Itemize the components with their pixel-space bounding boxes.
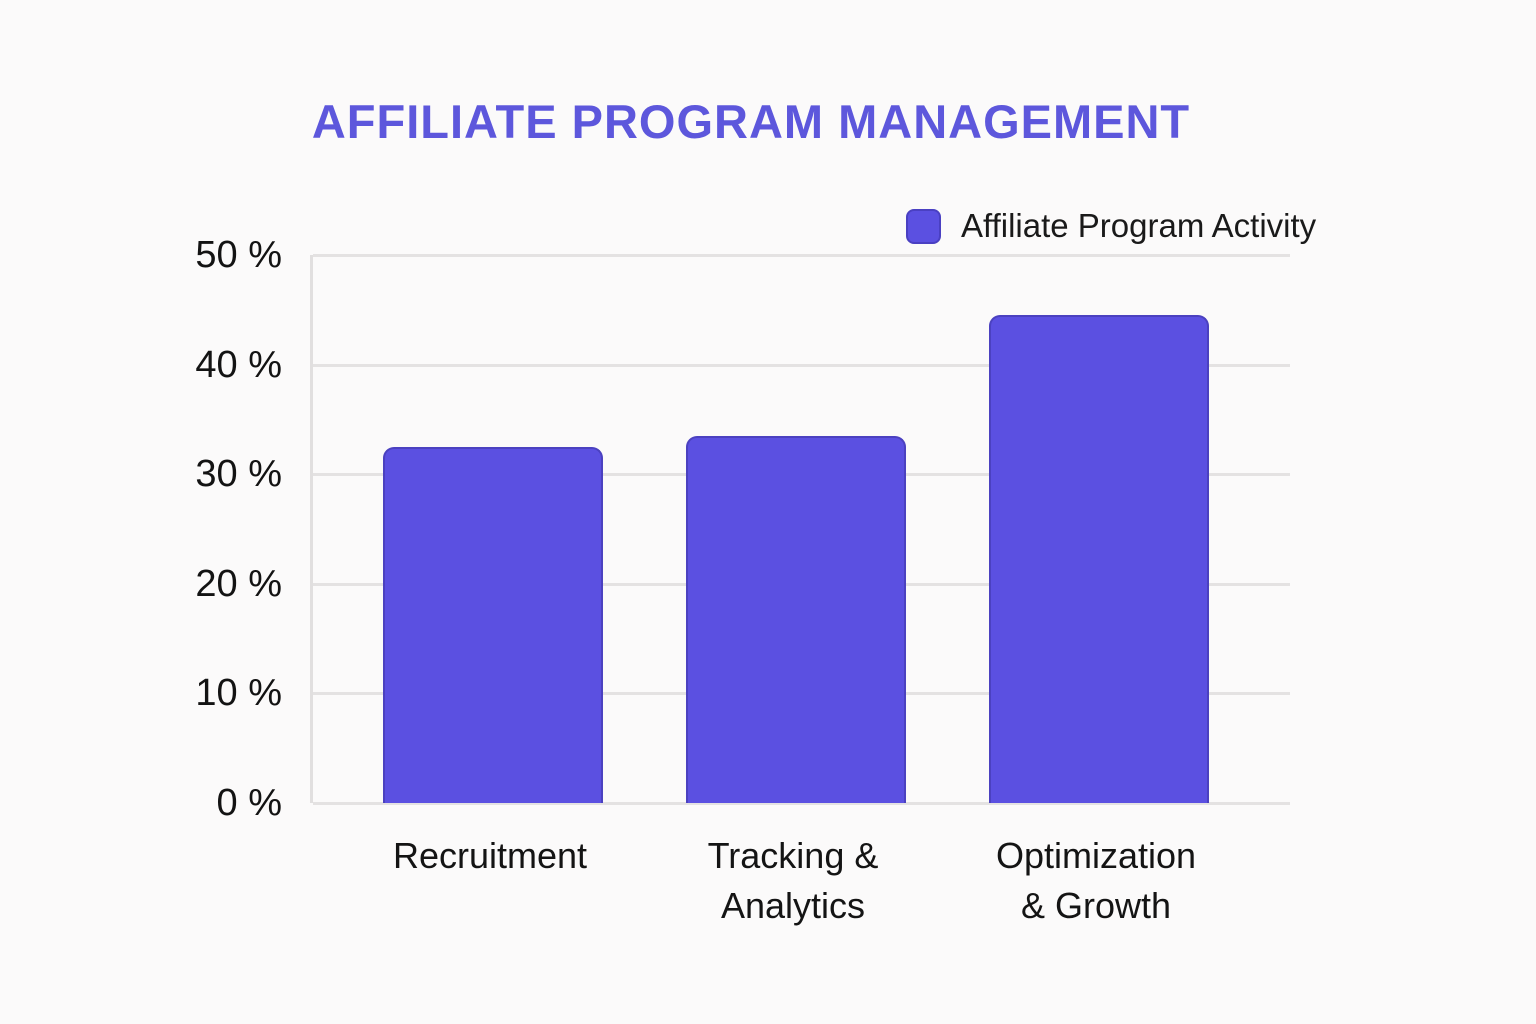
bar-recruitment — [383, 446, 603, 803]
bar-optimization-growth — [989, 315, 1209, 803]
y-tick-label-10: 10 % — [195, 672, 282, 715]
chart-title: AFFILIATE PROGRAM MANAGEMENT — [311, 95, 1191, 148]
y-tick-label-0: 0 % — [216, 782, 282, 824]
legend-label: Affiliate Program Activity — [961, 207, 1317, 244]
x-tick-label-tracking-analytics: Tracking & Analytics — [707, 835, 879, 926]
gridline-0 — [313, 802, 1290, 805]
x-tick-label-recruitment: Recruitment — [392, 835, 588, 876]
bar-tracking-analytics — [686, 435, 906, 803]
gridline-50 — [313, 254, 1290, 257]
y-tick-label-40: 40 % — [195, 343, 282, 386]
y-tick-label-30: 30 % — [195, 453, 282, 496]
legend: Affiliate Program Activity — [906, 207, 1316, 245]
x-tick-label-optimization-growth: Optimization & Growth — [995, 835, 1197, 926]
plot-area — [310, 254, 1290, 805]
legend-swatch-icon — [906, 208, 941, 244]
gridline-40 — [313, 363, 1290, 367]
y-tick-label-20: 20 % — [195, 562, 282, 605]
y-tick-label-50: 50 % — [195, 234, 282, 276]
